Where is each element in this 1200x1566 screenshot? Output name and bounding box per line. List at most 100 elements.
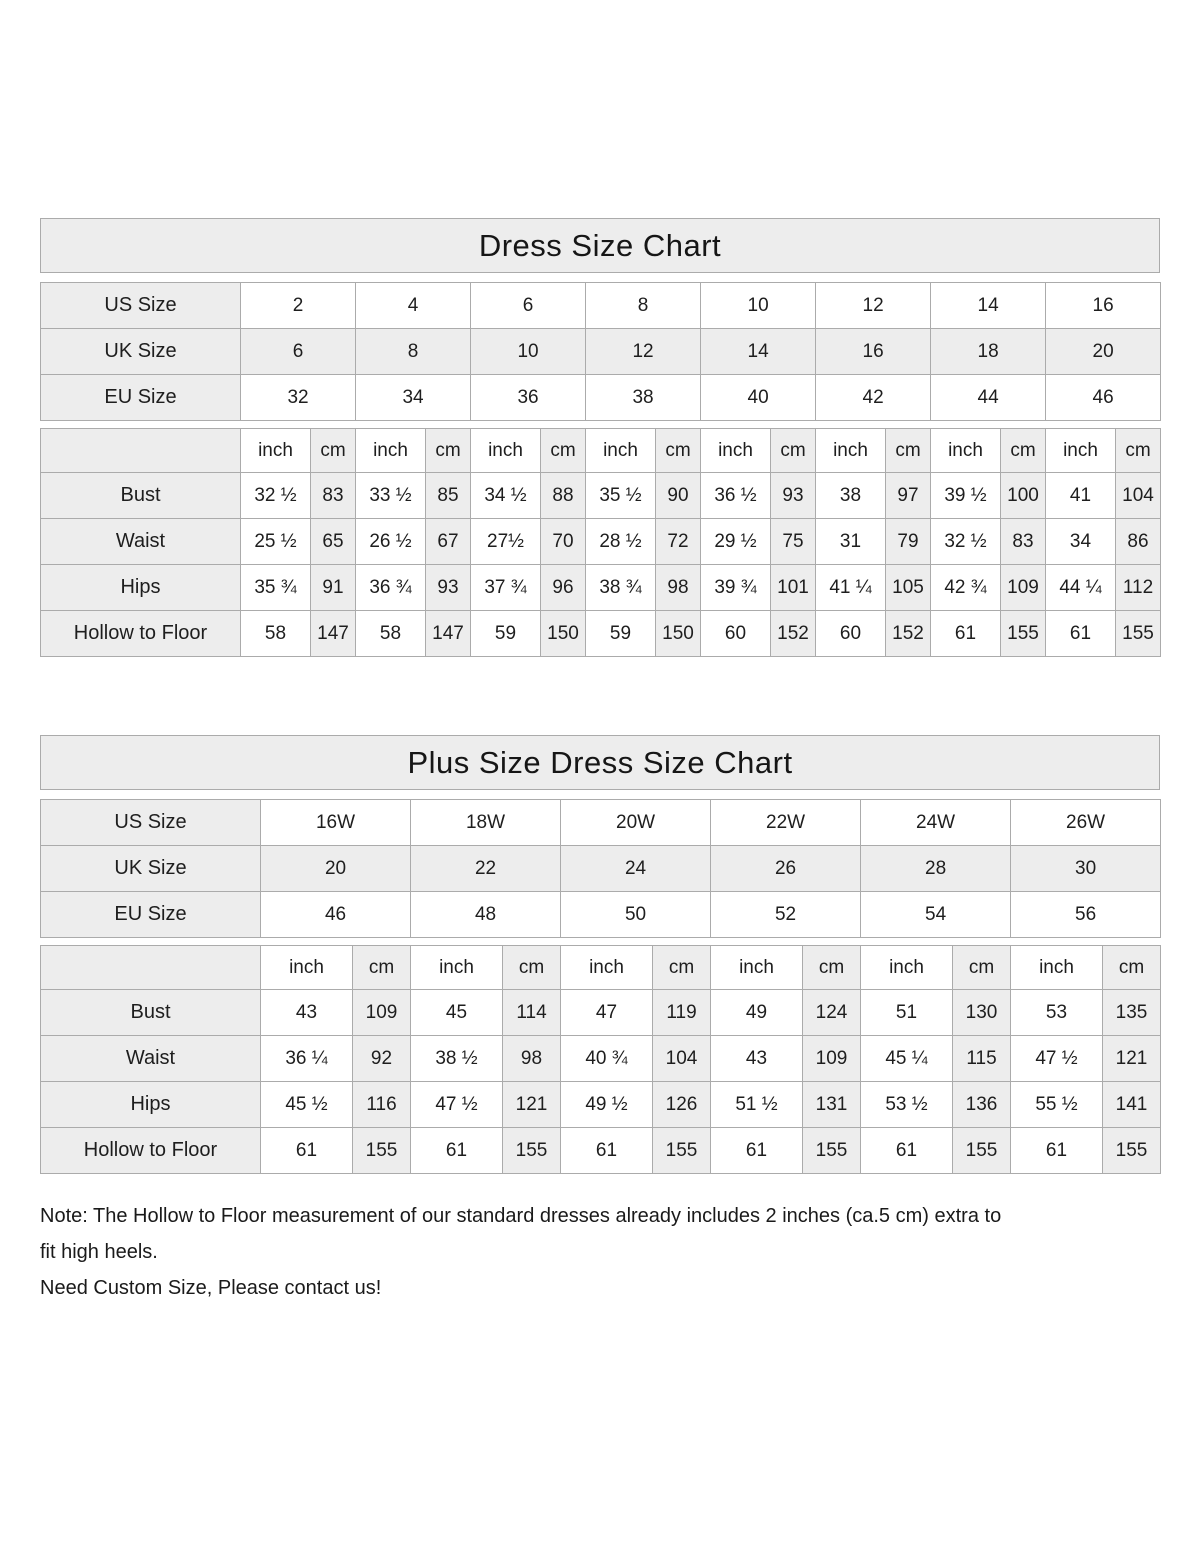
table-cell: 56 [1010,891,1162,938]
table-row: Hollow to Floor 61 155 61 155 61 155 61 155 61 15… [40,1127,1161,1174]
table-cell: cm [310,428,356,473]
table-cell: cm [770,428,816,473]
table-cell: cm [502,945,561,990]
table-cell: 104 [652,1035,711,1082]
table-cell: inch [410,945,503,990]
table-cell: 155 [652,1127,711,1174]
table-cell: 155 [1102,1127,1161,1174]
unit-header-row: inch cm inch cm inch cm inch cm inch cm inch cm [40,945,1161,990]
table-row: Bust 43 109 45 114 47 119 49 124 51 130 53 135 [40,989,1161,1036]
table-cell: 48 [410,891,562,938]
table-cell: 79 [885,518,931,565]
table-cell: 51 ½ [710,1081,803,1128]
table-row: US Size 2 4 6 8 10 12 14 16 [40,282,1162,329]
table-cell: 55 ½ [1010,1081,1103,1128]
table-cell: 85 [425,472,471,519]
table-cell: 32 ½ [930,518,1001,565]
row-label: EU Size [40,891,261,938]
table-cell: 104 [1115,472,1161,519]
table-cell: 18W [410,799,562,846]
row-label: Waist [40,1035,261,1082]
table-cell: 88 [540,472,586,519]
table-cell: inch [710,945,803,990]
table-cell: cm [1102,945,1161,990]
row-label: Hips [40,564,241,611]
row-label: Waist [40,518,241,565]
table-cell: 136 [952,1081,1011,1128]
table-cell: 100 [1000,472,1046,519]
table-cell: 26 ½ [355,518,426,565]
table-cell: 38 ¾ [585,564,656,611]
table-cell: 135 [1102,989,1161,1036]
table-cell: 124 [802,989,861,1036]
note: Note: The Hollow to Floor measurement of… [40,1198,1160,1306]
table-cell: 109 [802,1035,861,1082]
table-cell: 44 [930,374,1047,421]
table-cell: inch [815,428,886,473]
row-label: Hips [40,1081,261,1128]
table-cell: 16W [259,799,412,846]
note-line: Note: The Hollow to Floor measurement of… [40,1205,1002,1227]
table-cell: 25 ½ [240,518,311,565]
table-cell: 155 [1115,610,1161,657]
table-row: EU Size 32 34 36 38 40 42 44 46 [40,374,1162,421]
table-cell: cm [540,428,586,473]
table-cell: 35 ¾ [240,564,311,611]
table-cell: 130 [952,989,1011,1036]
plus-size-chart-section: Plus Size Dress Size Chart US Size 16W 18… [40,735,1162,1174]
table-cell: 105 [885,564,931,611]
table-cell: 98 [502,1035,561,1082]
row-label [40,945,261,990]
unit-header-row: inch cm inch cm inch cm inch cm inch cm inch cm inch… [40,428,1161,473]
table-cell: 34 [1045,518,1116,565]
table-cell: 109 [1000,564,1046,611]
standard-sizes-table: US Size 2 4 6 8 10 12 14 16 UK Size 6 8 10 12 14 16 1… [40,282,1162,421]
table-cell: 12 [585,328,702,375]
table-row: UK Size 6 8 10 12 14 16 18 20 [40,328,1162,375]
table-cell: 6 [470,282,587,329]
table-cell: 116 [352,1081,411,1128]
table-cell: 67 [425,518,471,565]
row-label: Bust [40,472,241,519]
table-cell: 39 ¾ [700,564,771,611]
table-cell: cm [655,428,701,473]
table-cell: 150 [655,610,701,657]
table-cell: 61 [860,1127,953,1174]
table-cell: 114 [502,989,561,1036]
table-cell: 49 [710,989,803,1036]
table-cell: 45 ½ [260,1081,353,1128]
table-cell: inch [260,945,353,990]
table-cell: 112 [1115,564,1161,611]
table-row: Waist 36 ¼ 92 38 ½ 98 40 ¾ 104 43 109 45 ¼ 115 47 … [40,1035,1161,1082]
table-cell: 109 [352,989,411,1036]
table-row: UK Size 20 22 24 26 28 30 [40,845,1162,892]
row-label: US Size [40,799,261,846]
table-cell: 35 ½ [585,472,656,519]
table-cell: 38 [585,374,702,421]
note-line: fit high heels. [40,1241,158,1263]
table-cell: 29 ½ [700,518,771,565]
table-cell: 147 [310,610,356,657]
table-cell: 47 [560,989,653,1036]
table-cell: 65 [310,518,356,565]
chart-title: Dress Size Chart [40,218,1160,273]
row-label: Bust [40,989,261,1036]
table-cell: 50 [560,891,712,938]
table-cell: 20 [259,845,412,892]
table-cell: cm [802,945,861,990]
table-cell: 20 [1045,328,1162,375]
table-cell: 61 [560,1127,653,1174]
table-cell: 61 [260,1127,353,1174]
table-cell: 41 [1045,472,1116,519]
table-cell: 45 ¼ [860,1035,953,1082]
table-cell: inch [560,945,653,990]
table-cell: 61 [1045,610,1116,657]
table-cell: 42 [815,374,932,421]
page: Dress Size Chart US Size 2 4 6 8 10 12 14 16 UK… [40,218,1162,1306]
table-cell: 61 [1010,1127,1103,1174]
table-cell: 155 [1000,610,1046,657]
standard-size-chart-section: Dress Size Chart US Size 2 4 6 8 10 12 14 16 UK… [40,218,1162,657]
table-row: Hips 35 ¾ 91 36 ¾ 93 37 ¾ 96 38 ¾ 98 39 ¾ 101 41 ¼… [40,564,1161,611]
table-row: Hollow to Floor 58 147 58 147 59 150 59 150 60 15… [40,610,1161,657]
table-cell: 61 [410,1127,503,1174]
